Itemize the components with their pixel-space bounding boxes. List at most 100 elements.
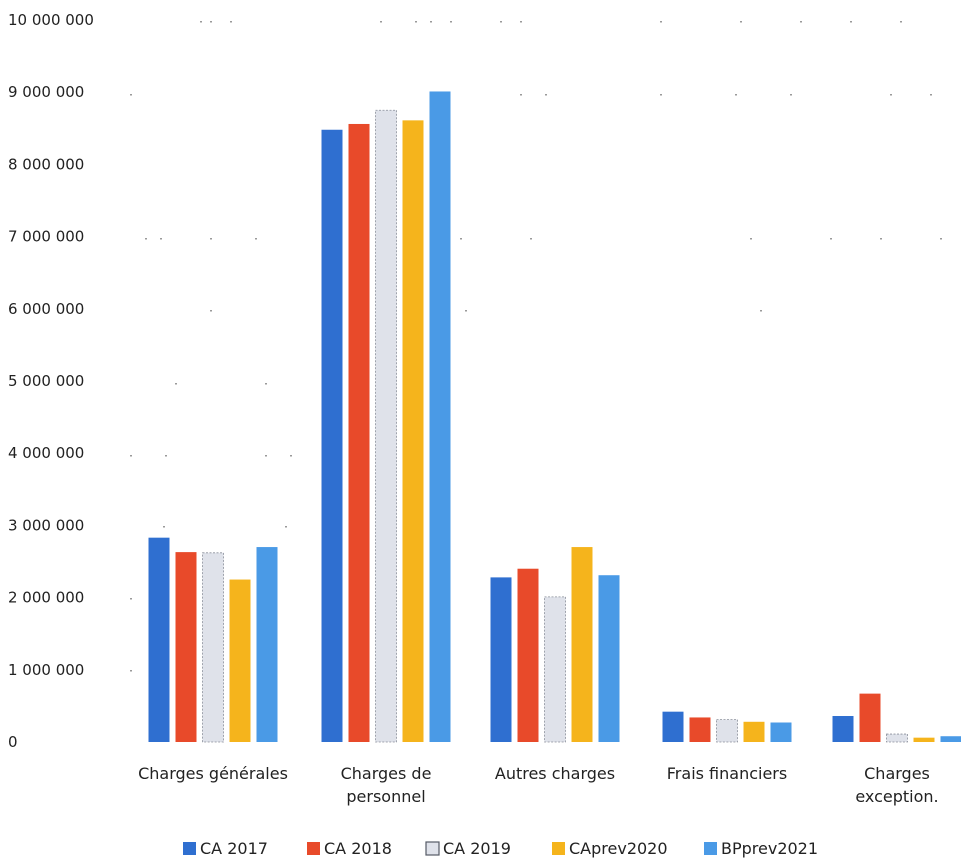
scan-speck [790, 94, 792, 96]
scan-speck [545, 94, 547, 96]
y-tick-label: 8 000 000 [8, 155, 84, 173]
bar [940, 736, 961, 742]
scan-speck [130, 94, 132, 96]
x-category-label: Autres charges [495, 764, 615, 783]
legend-item: BPprev2021 [704, 839, 818, 858]
scan-speck [520, 21, 522, 23]
scan-speck [160, 238, 162, 240]
scan-speck [430, 21, 432, 23]
legend-swatch [704, 842, 717, 855]
scan-speck [175, 383, 177, 385]
scan-speck [210, 310, 212, 312]
bar [832, 716, 854, 742]
x-axis-labels: Charges générales Charges de personnel Autr… [138, 764, 939, 806]
legend-label: BPprev2021 [721, 839, 818, 858]
scan-speck [735, 94, 737, 96]
scan-speck [255, 238, 257, 240]
scan-speck [145, 238, 147, 240]
scan-speck [265, 455, 267, 457]
bar-group [490, 547, 620, 743]
x-category-label: Charges générales [138, 764, 288, 783]
scan-speck [230, 21, 232, 23]
x-category-label: Frais financiers [667, 764, 787, 783]
scan-speck [165, 455, 167, 457]
bar-group [321, 91, 451, 743]
bar [490, 577, 512, 742]
scan-speck [450, 21, 452, 23]
scan-speckles [130, 21, 942, 672]
bar [375, 109, 397, 743]
bar [229, 579, 251, 742]
bar [348, 123, 370, 742]
bar [175, 552, 197, 742]
bar-group [832, 693, 961, 743]
scan-speck [850, 21, 852, 23]
scan-speck [520, 94, 522, 96]
y-tick-label: 3 000 000 [8, 516, 84, 534]
scan-speck [210, 21, 212, 23]
y-axis-ticks: 0 1 000 000 2 000 000 3 000 000 4 000 000 5 0… [8, 11, 94, 751]
scan-speck [265, 383, 267, 385]
legend-item: CA 2017 [183, 839, 268, 858]
x-category-label: Charges de personnel [341, 764, 432, 806]
bar [913, 737, 935, 742]
bar [689, 717, 711, 742]
legend-item: CA 2019 [425, 839, 511, 858]
y-tick-label: 0 [8, 733, 18, 751]
legend-label: CA 2017 [200, 839, 268, 858]
y-tick-label: 1 000 000 [8, 661, 84, 679]
y-tick-label: 5 000 000 [8, 372, 84, 390]
scan-speck [660, 94, 662, 96]
y-tick-label: 10 000 000 [8, 11, 94, 29]
bar [598, 575, 620, 742]
scan-speck [750, 238, 752, 240]
scan-speck [660, 21, 662, 23]
scan-speck [163, 526, 165, 528]
bar [743, 721, 765, 742]
y-tick-label: 9 000 000 [8, 83, 84, 101]
scan-speck [940, 238, 942, 240]
legend-label: CA 2018 [324, 839, 392, 858]
scan-speck [930, 94, 932, 96]
y-tick-label: 6 000 000 [8, 300, 84, 318]
scan-speck [900, 21, 902, 23]
bar-group [662, 711, 792, 743]
scan-speck [130, 670, 132, 672]
legend-swatch [183, 842, 196, 855]
legend-swatch [425, 841, 440, 856]
bar [148, 537, 170, 742]
scan-speck [210, 238, 212, 240]
legend: CA 2017 CA 2018 CA 2019 CAprev2020 BPprev202… [183, 839, 818, 858]
scan-speck [290, 455, 292, 457]
bar-group [148, 537, 278, 743]
scan-speck [380, 21, 382, 23]
scan-speck [465, 310, 467, 312]
legend-label: CAprev2020 [569, 839, 668, 858]
scan-speck [200, 21, 202, 23]
legend-swatch [552, 842, 565, 855]
scan-speck [740, 21, 742, 23]
bar [544, 596, 566, 743]
scan-speck [415, 21, 417, 23]
bar [886, 733, 908, 743]
scan-speck [285, 526, 287, 528]
legend-label: CA 2019 [443, 839, 511, 858]
scan-speck [830, 238, 832, 240]
bar [429, 91, 451, 742]
scan-speck [800, 21, 802, 23]
y-tick-label: 4 000 000 [8, 444, 84, 462]
scan-speck [890, 94, 892, 96]
scan-speck [530, 238, 532, 240]
scan-speck [880, 238, 882, 240]
scan-speck [460, 238, 462, 240]
x-category-label: Charges exception. [855, 764, 938, 806]
bar [770, 722, 792, 742]
bar [402, 120, 424, 742]
scan-speck [760, 310, 762, 312]
y-tick-label: 2 000 000 [8, 589, 84, 607]
legend-swatch [307, 842, 320, 855]
legend-item: CAprev2020 [552, 839, 668, 858]
scan-speck [130, 598, 132, 600]
